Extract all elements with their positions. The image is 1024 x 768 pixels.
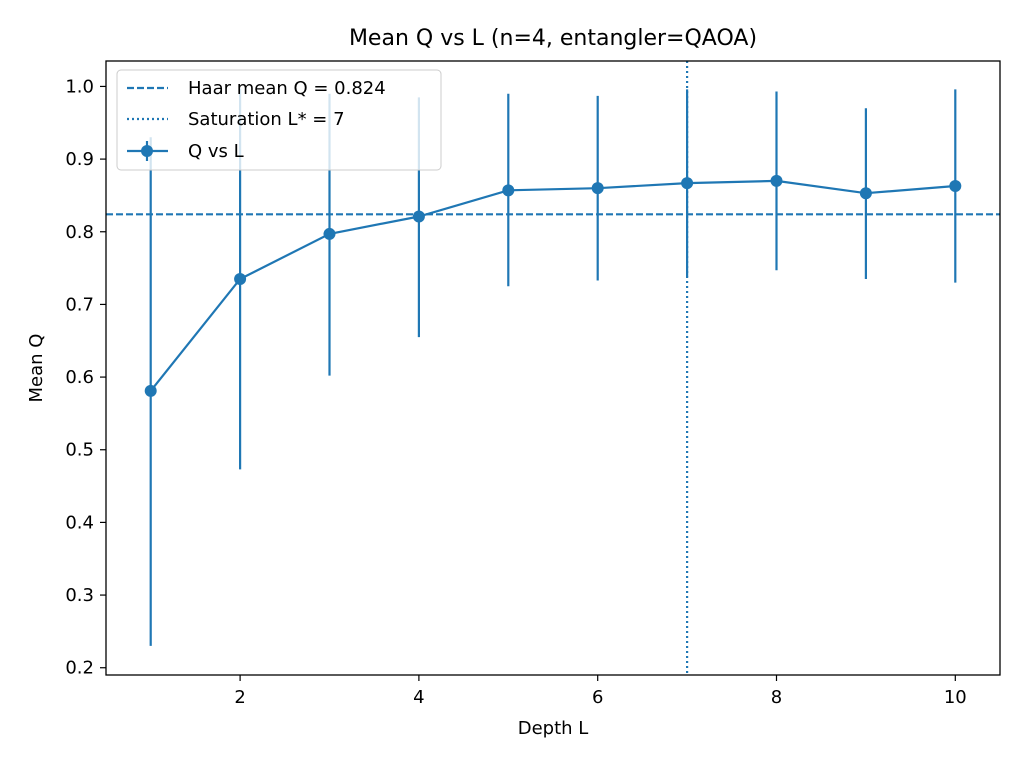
chart-title: Mean Q vs L (n=4, entangler=QAOA) (349, 26, 757, 51)
data-point (144, 384, 157, 397)
data-point (770, 174, 783, 187)
x-tick-label: 8 (771, 687, 782, 708)
y-tick-label: 0.6 (65, 367, 94, 388)
x-axis-ticks: 2 4 6 8 10 (234, 675, 967, 708)
series-line (149, 179, 956, 392)
legend-series-swatch-marker (141, 145, 153, 157)
series-layer (144, 88, 962, 646)
x-tick-label: 6 (592, 687, 603, 708)
legend-haar-label: Haar mean Q = 0.824 (188, 78, 386, 99)
y-tick-label: 0.3 (65, 585, 94, 606)
plot-frame (105, 60, 1001, 676)
legend: Haar mean Q = 0.824 Saturation L* = 7 Q … (116, 69, 442, 171)
data-point (323, 227, 336, 240)
legend-saturation-label: Saturation L* = 7 (188, 109, 345, 130)
x-tick-label: 2 (234, 687, 245, 708)
data-point (412, 210, 425, 223)
x-tick-label: 10 (944, 687, 967, 708)
reference-lines (106, 61, 1000, 675)
data-point (234, 272, 247, 285)
y-tick-label: 0.4 (65, 512, 94, 533)
y-tick-label: 0.2 (65, 658, 94, 679)
data-point (949, 179, 962, 192)
legend-box (116, 69, 442, 171)
data-point (591, 182, 604, 195)
x-tick-label: 4 (413, 687, 424, 708)
y-tick-label: 1.0 (65, 76, 94, 97)
y-tick-label: 0.9 (65, 149, 94, 170)
y-tick-label: 0.7 (65, 294, 94, 315)
x-axis-label: Depth L (518, 718, 589, 739)
y-axis-ticks: 0.2 0.3 0.4 0.5 0.6 0.7 0.8 0.9 1.0 (65, 76, 106, 679)
data-point (681, 177, 694, 190)
data-point (859, 187, 872, 200)
data-point (502, 184, 515, 197)
y-tick-label: 0.5 (65, 440, 94, 461)
y-axis-label: Mean Q (26, 334, 47, 403)
y-tick-label: 0.8 (65, 222, 94, 243)
legend-series-label: Q vs L (188, 141, 244, 162)
